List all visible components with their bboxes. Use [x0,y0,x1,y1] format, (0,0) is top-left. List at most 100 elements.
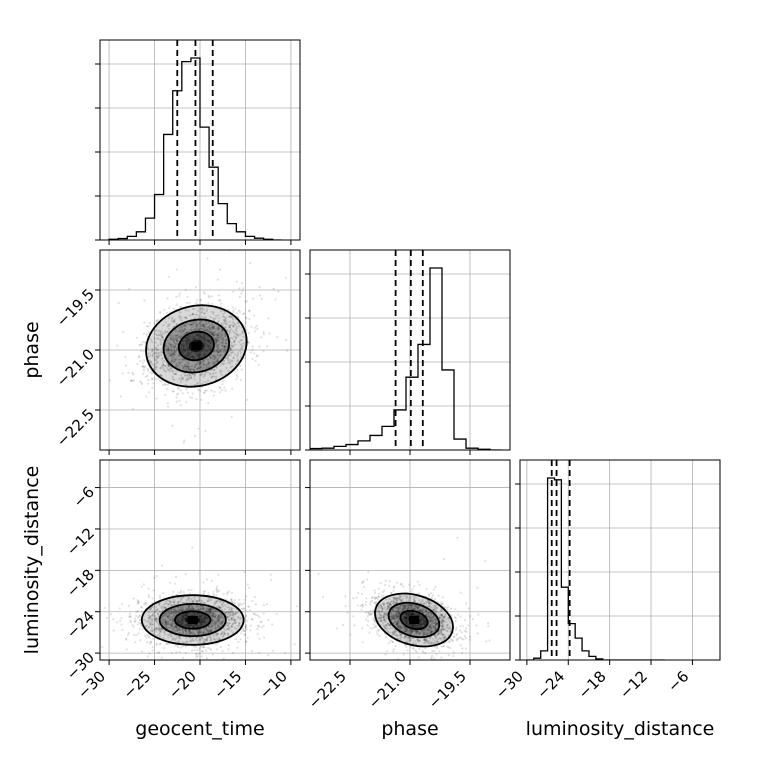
sample-point [260,626,263,629]
sample-point [221,620,224,623]
sample-point [216,334,219,337]
sample-point [214,317,217,320]
sample-point [173,639,177,642]
sample-point [190,608,193,611]
sample-point [488,639,491,642]
sample-point [138,355,141,358]
sample-point [179,305,182,308]
sample-point [428,624,431,627]
sample-point [171,620,175,623]
sample-point [413,600,416,603]
sample-point [182,365,185,368]
sample-point [193,613,196,616]
sample-point [432,620,435,623]
sample-point [167,612,171,615]
sample-point [179,329,182,332]
sample-point [238,604,241,608]
sample-point [221,620,224,623]
sample-point [174,351,177,354]
sample-point [236,359,239,362]
sample-point [258,285,261,289]
sample-point [211,620,214,623]
sample-point [476,586,479,589]
sample-point [187,338,190,341]
sample-point [234,612,237,615]
sample-point [116,344,119,347]
sample-point [195,600,198,604]
sample-point [399,636,403,639]
sample-point [194,337,197,340]
sample-point [422,617,425,620]
sample-point [430,627,433,630]
sample-point [184,353,187,356]
sample-point [155,617,158,620]
sample-point [202,590,205,593]
sample-point [178,627,181,631]
sample-point [145,395,148,398]
sample-point [148,322,151,325]
sample-point [186,360,189,363]
sample-point [251,649,254,653]
sample-point [195,325,198,328]
sample-point [190,365,193,368]
sample-point [171,618,174,621]
sample-point [232,619,235,622]
sample-point [205,609,208,612]
sample-point [203,353,206,356]
sample-point [205,657,209,660]
sample-point [200,373,203,376]
sample-point [195,323,198,326]
sample-point [272,287,275,290]
sample-point [233,340,236,343]
sample-point [170,338,173,341]
sample-point [195,313,198,316]
sample-point [236,326,239,330]
sample-point [187,367,190,371]
sample-point [154,617,157,621]
sample-point [216,349,219,352]
sample-point [159,642,162,646]
sample-point [172,338,175,341]
sample-point [238,333,242,336]
sample-point [193,338,196,341]
sample-point [183,333,186,336]
sample-point [432,608,435,612]
sample-point [410,624,413,627]
sample-point [232,611,235,614]
sample-point [212,638,216,641]
sample-point [217,328,220,331]
sample-point [202,631,206,634]
sample-point [183,614,186,617]
sample-point [132,625,135,628]
sample-point [167,348,170,351]
sample-point [231,324,234,327]
sample-point [231,617,234,620]
sample-point [161,383,164,387]
sample-point [190,377,193,380]
sample-point [375,630,378,633]
sample-point [402,627,405,631]
sample-point [221,616,224,619]
sample-point [185,331,188,334]
sample-point [383,618,386,622]
sample-point [167,349,170,352]
sample-point [221,341,224,344]
sample-point [208,608,211,611]
sample-point [199,362,202,365]
sample-point [186,336,189,339]
sample-point [422,633,425,636]
sample-point [397,612,400,615]
sample-point [248,309,251,312]
sample-point [182,367,185,370]
sample-point [211,615,214,619]
sample-point [418,632,421,635]
sample-point [151,623,154,626]
sample-point [438,629,441,632]
sample-point [379,618,382,621]
scatter-panel-phase-luminosity_distance: −22.5 −21.0 −19.5 [305,459,511,713]
sample-point [169,601,172,604]
sample-point [185,331,188,334]
sample-point [173,599,176,602]
sample-point [377,605,380,609]
sample-point [146,325,149,328]
